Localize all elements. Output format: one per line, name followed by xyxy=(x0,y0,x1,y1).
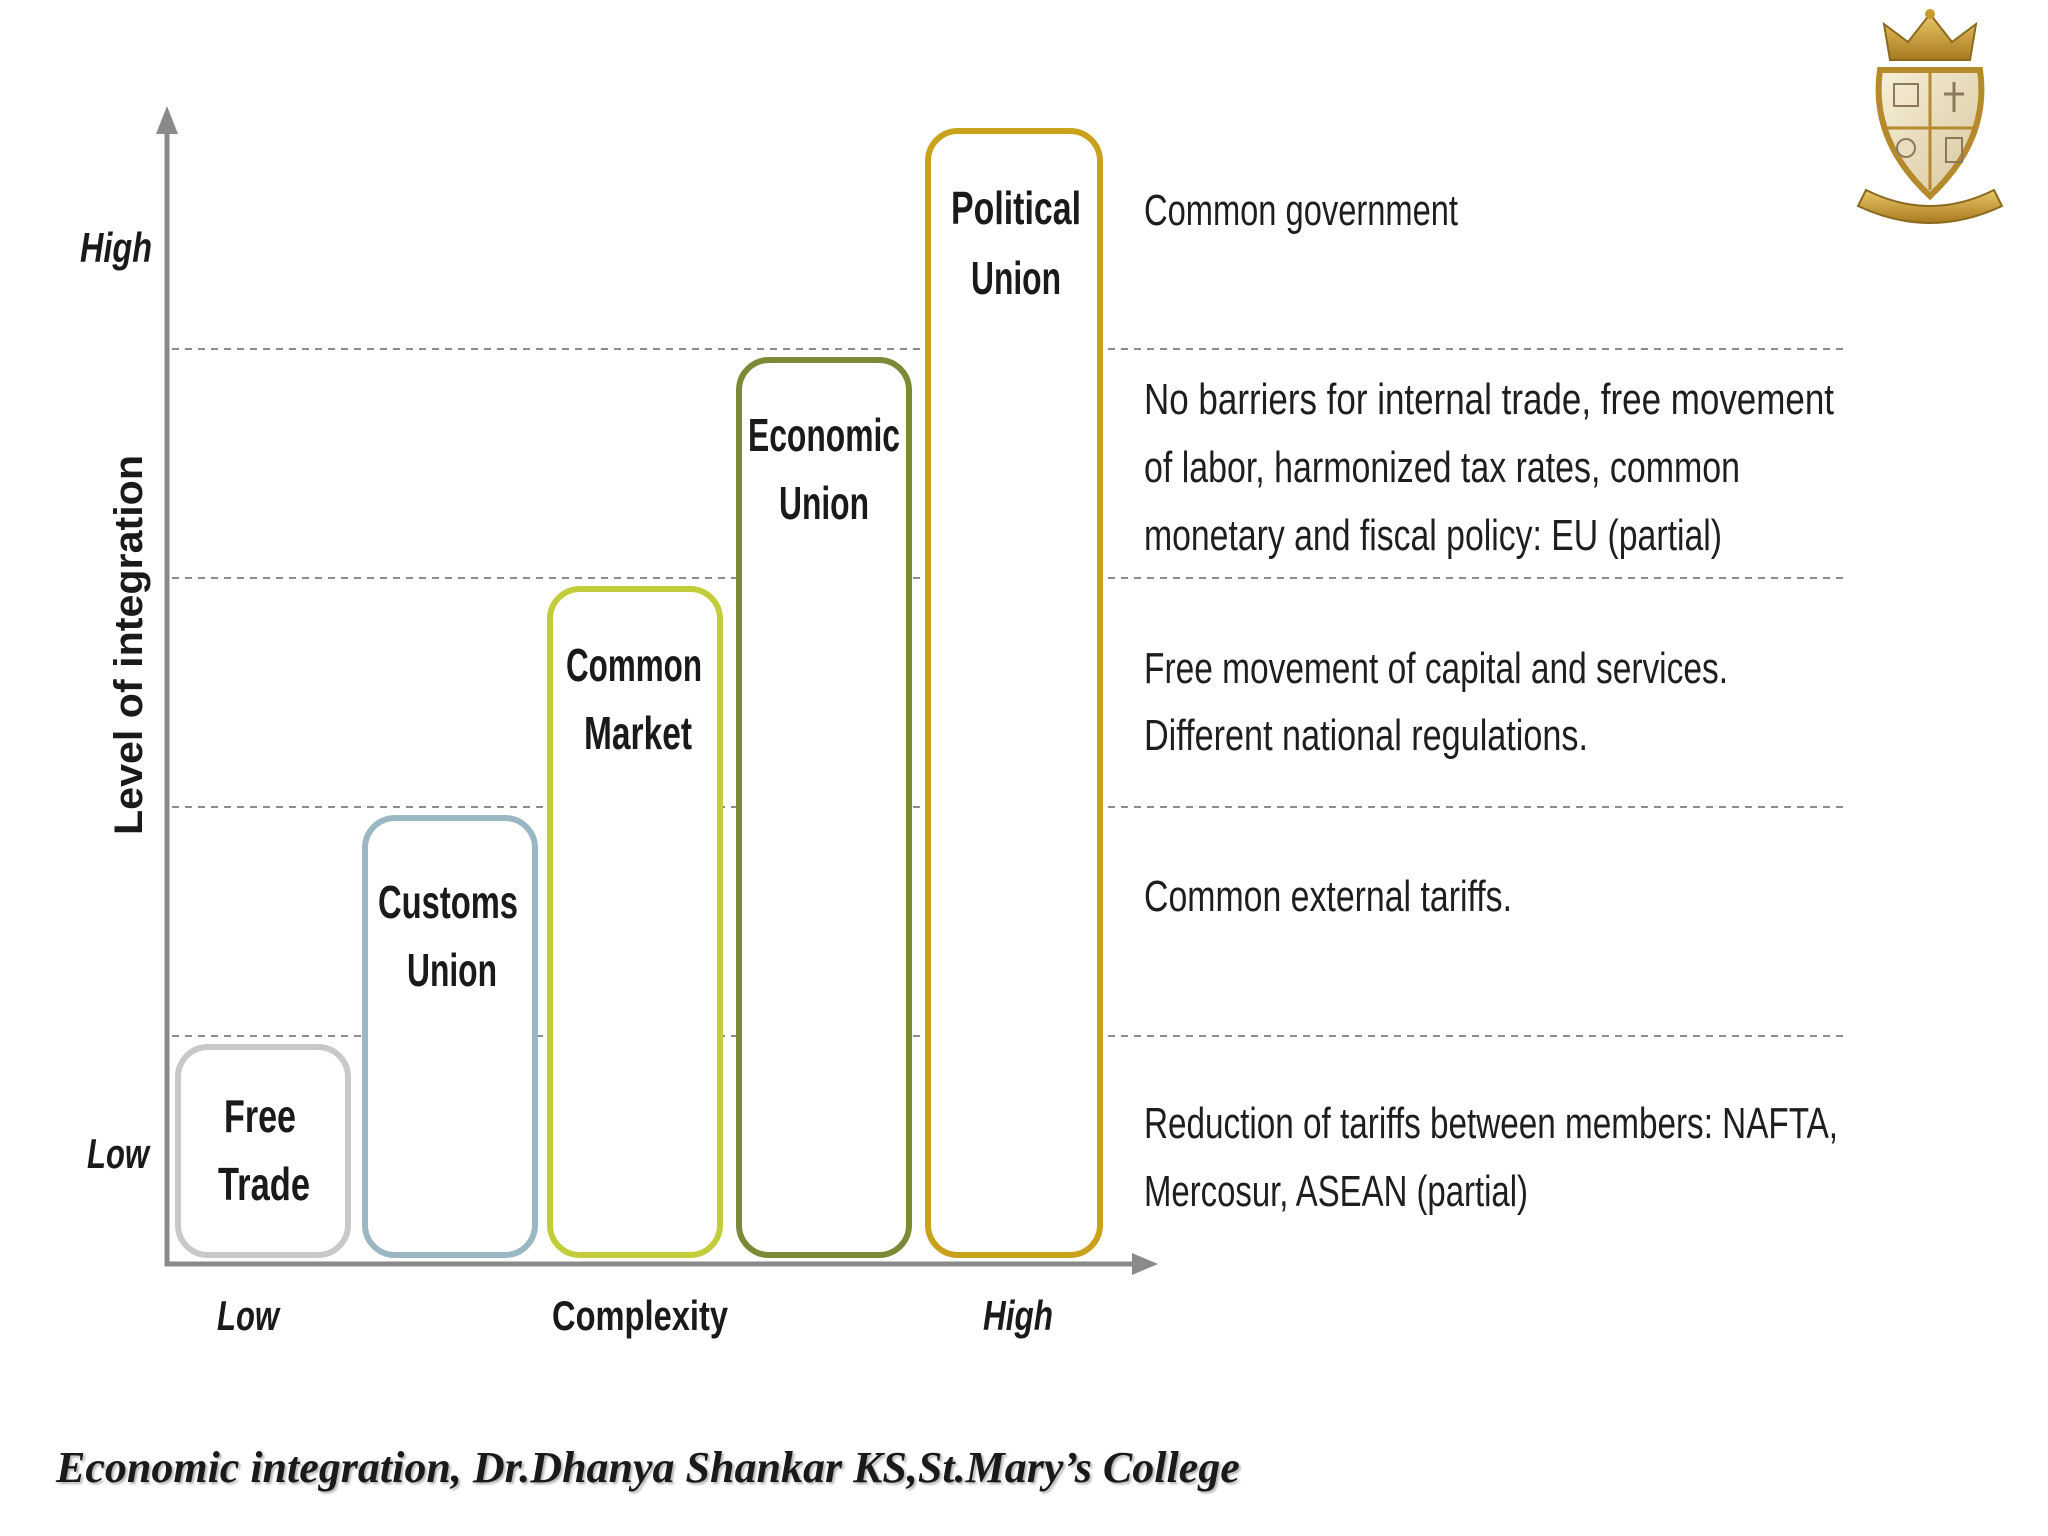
stage-economic-union: Economic Union xyxy=(736,357,912,1258)
axes xyxy=(156,106,1158,1275)
stage-box-customs-union xyxy=(362,815,538,1258)
stage-free-trade: Free Trade xyxy=(175,1044,351,1258)
x-axis-low-label: Low xyxy=(217,1292,281,1339)
crest-book-icon xyxy=(1893,83,1919,107)
stage-political-union: Political Union xyxy=(925,128,1103,1258)
stage-label-common-market-line2: Market xyxy=(584,707,692,759)
crest-tower-icon xyxy=(1945,137,1963,163)
desc-free-trade-line1: Reduction of tariffs between members: NA… xyxy=(1144,1099,1838,1148)
crest-crown xyxy=(1882,12,1978,61)
x-axis-high-label: High xyxy=(983,1292,1053,1339)
crest-ribbon xyxy=(1856,188,2004,224)
stage-common-market: Common Market xyxy=(547,586,723,1258)
stage-label-political-union-line2: Union xyxy=(971,252,1061,304)
stage-customs-union: Customs Union xyxy=(362,815,538,1258)
desc-economic-union-line2: of labor, harmonized tax rates, common xyxy=(1144,443,1740,492)
stage-label-free-trade-line1: Free xyxy=(224,1090,296,1142)
stage-label-free-trade-line2: Trade xyxy=(218,1158,310,1210)
x-axis-arrow xyxy=(1132,1253,1158,1275)
stage-box-free-trade xyxy=(175,1044,351,1258)
stage-box-political-union xyxy=(925,128,1103,1258)
crest-lamp-icon xyxy=(1896,138,1916,158)
stage-label-economic-union-line1: Economic xyxy=(748,409,900,461)
desc-common-market-line1: Free movement of capital and services. xyxy=(1144,644,1728,693)
y-axis-low-label: Low xyxy=(87,1130,151,1177)
desc-free-trade-line2: Mercosur, ASEAN (partial) xyxy=(1144,1167,1528,1216)
desc-political-union-line1: Common government xyxy=(1144,186,1458,235)
desc-common-market-line2: Different national regulations. xyxy=(1144,711,1588,760)
y-axis-high-label: High xyxy=(80,224,152,271)
crest-cross-icon xyxy=(1944,82,1964,112)
desc-customs-union-line1: Common external tariffs. xyxy=(1144,872,1512,921)
stage-descriptions: Common government No barriers for intern… xyxy=(1144,186,1838,1216)
desc-economic-union-line3: monetary and fiscal policy: EU (partial) xyxy=(1144,511,1722,560)
stage-label-common-market-line1: Common xyxy=(566,639,702,691)
college-crest-logo xyxy=(1856,9,2004,224)
stage-box-economic-union xyxy=(736,357,912,1258)
slide-caption: Economic integration, Dr.Dhanya Shankar … xyxy=(56,1443,1240,1492)
stage-label-customs-union-line1: Customs xyxy=(378,876,518,928)
x-axis-title: Complexity xyxy=(552,1292,728,1339)
stage-label-economic-union-line2: Union xyxy=(779,477,869,529)
crest-crown-jewel xyxy=(1925,9,1935,19)
desc-economic-union-line1: No barriers for internal trade, free mov… xyxy=(1144,375,1834,424)
y-axis-title: Level of integration xyxy=(107,455,151,835)
stage-box-common-market xyxy=(547,586,723,1258)
stage-label-political-union-line1: Political xyxy=(951,182,1081,234)
stage-label-customs-union-line2: Union xyxy=(407,944,497,996)
y-axis-arrow xyxy=(156,106,178,134)
